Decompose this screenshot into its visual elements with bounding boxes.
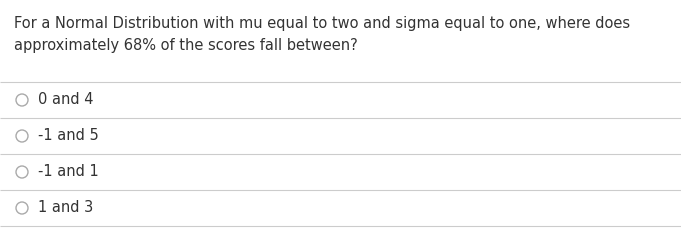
Text: 1 and 3: 1 and 3 — [38, 201, 93, 215]
Text: For a Normal Distribution with mu equal to two and sigma equal to one, where doe: For a Normal Distribution with mu equal … — [14, 16, 630, 31]
Text: 0 and 4: 0 and 4 — [38, 92, 93, 108]
Text: -1 and 1: -1 and 1 — [38, 165, 99, 179]
Text: -1 and 5: -1 and 5 — [38, 129, 99, 143]
Text: approximately 68% of the scores fall between?: approximately 68% of the scores fall bet… — [14, 38, 358, 53]
